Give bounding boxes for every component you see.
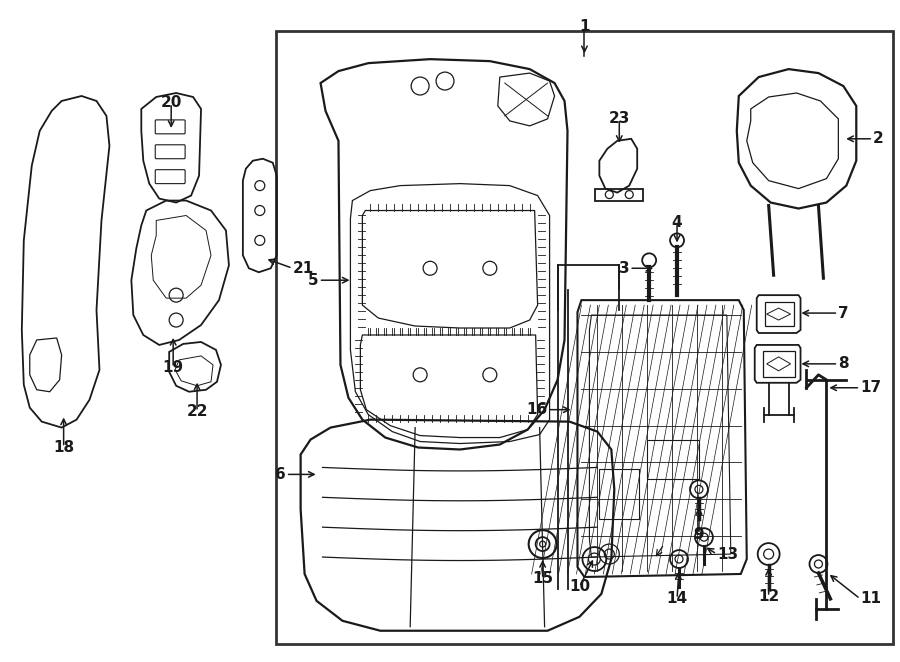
Text: 5: 5 [308, 273, 319, 288]
Text: 23: 23 [608, 111, 630, 126]
Text: 13: 13 [717, 547, 738, 561]
Text: 1: 1 [580, 19, 590, 34]
Text: 11: 11 [860, 591, 881, 606]
Text: 15: 15 [532, 571, 554, 587]
Text: 10: 10 [569, 579, 590, 594]
Text: 17: 17 [860, 380, 881, 395]
Text: 3: 3 [618, 261, 629, 276]
Text: 18: 18 [53, 440, 74, 455]
Text: 16: 16 [526, 402, 547, 417]
Text: 19: 19 [163, 360, 184, 375]
Text: 14: 14 [667, 591, 688, 606]
Text: 7: 7 [839, 306, 849, 320]
Text: 21: 21 [292, 261, 314, 276]
Text: 2: 2 [873, 131, 884, 146]
Text: 8: 8 [839, 356, 849, 371]
Bar [275, 31, 893, 643]
Text: 6: 6 [274, 467, 285, 482]
Text: 22: 22 [186, 404, 208, 419]
Text: 20: 20 [160, 95, 182, 111]
Text: 12: 12 [758, 589, 779, 604]
Text: 4: 4 [671, 215, 682, 230]
Text: 9: 9 [694, 527, 705, 542]
